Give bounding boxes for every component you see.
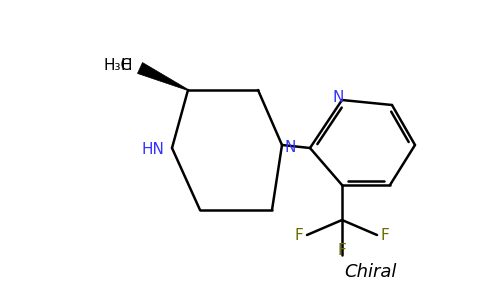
Text: N: N <box>333 90 344 105</box>
Text: N: N <box>285 140 296 154</box>
Polygon shape <box>137 62 188 91</box>
Text: HN: HN <box>141 142 164 158</box>
Text: F: F <box>381 227 390 242</box>
Text: H₃C: H₃C <box>104 58 132 73</box>
Text: F: F <box>294 227 303 242</box>
Text: F: F <box>338 243 347 258</box>
Text: H: H <box>121 58 132 73</box>
Text: Chiral: Chiral <box>344 263 396 281</box>
